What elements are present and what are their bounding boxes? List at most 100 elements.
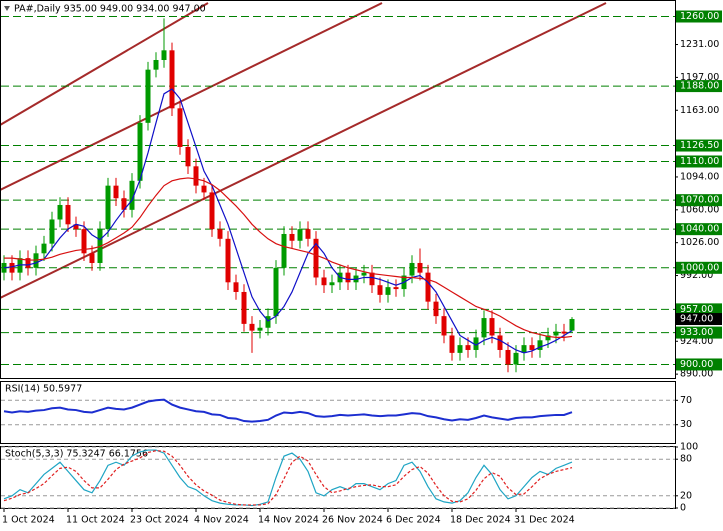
candle-body [249, 323, 255, 331]
candle-body [9, 262, 15, 273]
channel-line [1, 2, 209, 126]
candle-body [513, 352, 519, 365]
candle-body [65, 204, 71, 225]
level-label: 1000.00 [680, 262, 719, 273]
candle-body [369, 272, 375, 286]
candle-body [145, 69, 151, 123]
candle-body [545, 335, 551, 341]
candle-body [113, 185, 119, 199]
x-tick-label: 6 Dec 2024 [386, 515, 441, 526]
y-tick-label: 1231.00 [680, 39, 719, 50]
level-label: 1040.00 [680, 224, 719, 235]
chart-title: PA#,Daily 935.00 949.00 934.00 947.00 [14, 4, 206, 15]
candle-body [497, 335, 503, 350]
candle-body [537, 340, 543, 350]
candle-body [265, 316, 271, 328]
candle-body [81, 229, 87, 254]
candle-body [289, 233, 295, 241]
candle-body [425, 272, 431, 302]
channel-line [1, 2, 383, 191]
level-label: 933.00 [680, 327, 713, 338]
candle-body [217, 229, 223, 239]
level-box [676, 223, 722, 236]
candle-body [417, 262, 423, 273]
candle-body [529, 345, 535, 350]
candle-body [73, 224, 79, 230]
level-label: 1126.50 [680, 140, 719, 151]
level-box [676, 303, 722, 316]
level-box [676, 358, 722, 371]
indicator-line [3, 449, 573, 507]
candle-body [393, 287, 399, 290]
candle-body [257, 327, 263, 331]
candle-body [553, 331, 559, 336]
y-tick-label: 70 [680, 395, 692, 406]
candle-body [441, 316, 447, 336]
level-label: 1070.00 [680, 195, 719, 206]
y-tick-label: 80 [680, 454, 692, 465]
x-tick-label: 4 Nov 2024 [194, 515, 249, 526]
x-tick-label: 1 Oct 2024 [2, 515, 55, 526]
level-label: 900.00 [680, 359, 713, 370]
candle-body [409, 262, 415, 276]
candle-body [201, 185, 207, 193]
level-label: 1188.00 [680, 81, 719, 92]
candle-body [449, 335, 455, 353]
level-box [676, 10, 722, 23]
candle-body [49, 219, 55, 244]
level-label: 957.00 [680, 304, 713, 315]
candle-body [345, 272, 351, 283]
level-tag: 1110.00 [676, 155, 722, 168]
y-tick-label: 20 [680, 490, 692, 501]
level-tag: 1070.00 [676, 194, 722, 207]
y-tick-label: 30 [680, 419, 692, 430]
candle-body [473, 337, 479, 350]
main-panel [0, 0, 676, 379]
candle-body [225, 238, 231, 283]
candle-body [129, 180, 135, 210]
y-tick-label: 1197.00 [680, 72, 719, 83]
plot [1, 15, 675, 373]
candle-body [169, 50, 175, 109]
level-box [676, 80, 722, 93]
y-tick-label: 100 [680, 442, 698, 453]
y-tick-label: 1163.00 [680, 105, 719, 116]
candle-body [153, 59, 159, 70]
level-tag: 1126.50 [676, 139, 722, 152]
candle-body [25, 258, 31, 268]
y-tick-label: 890.00 [680, 369, 713, 380]
x-tick-label: 11 Oct 2024 [66, 515, 125, 526]
level-label: 1110.00 [680, 156, 719, 167]
level-tag: 1040.00 [676, 223, 722, 236]
level-box [676, 155, 722, 168]
level-tag: 1000.00 [676, 261, 722, 274]
level-label: 1260.00 [680, 11, 719, 22]
level-tag: 900.00 [676, 358, 722, 371]
candle-body [465, 345, 471, 350]
indicator-line [3, 398, 573, 423]
last-price-label: 947.00 [680, 314, 713, 325]
level-box [676, 194, 722, 207]
x-tick-label: 26 Nov 2024 [322, 515, 383, 526]
candle-body [241, 291, 247, 324]
level-box [676, 261, 722, 274]
candle-body [361, 272, 367, 276]
title-icon [4, 6, 10, 11]
rsi-panel [0, 381, 676, 444]
stoch-title: Stoch(5,3,3) 75.3247 66.1756 [5, 449, 148, 460]
indicator-line [3, 450, 573, 506]
candle-body [305, 229, 311, 239]
x-tick-label: 14 Nov 2024 [258, 515, 319, 526]
candle-body [185, 146, 191, 167]
candle-body [105, 185, 111, 230]
y-tick-label: 0 [680, 503, 686, 514]
indicator-line [4, 177, 573, 339]
candle-body [385, 287, 391, 295]
candle-body [329, 282, 335, 286]
candle-body [177, 108, 183, 147]
candle-body [561, 331, 567, 334]
y-tick-label: 1094.00 [680, 171, 719, 182]
candle-body [193, 166, 199, 186]
